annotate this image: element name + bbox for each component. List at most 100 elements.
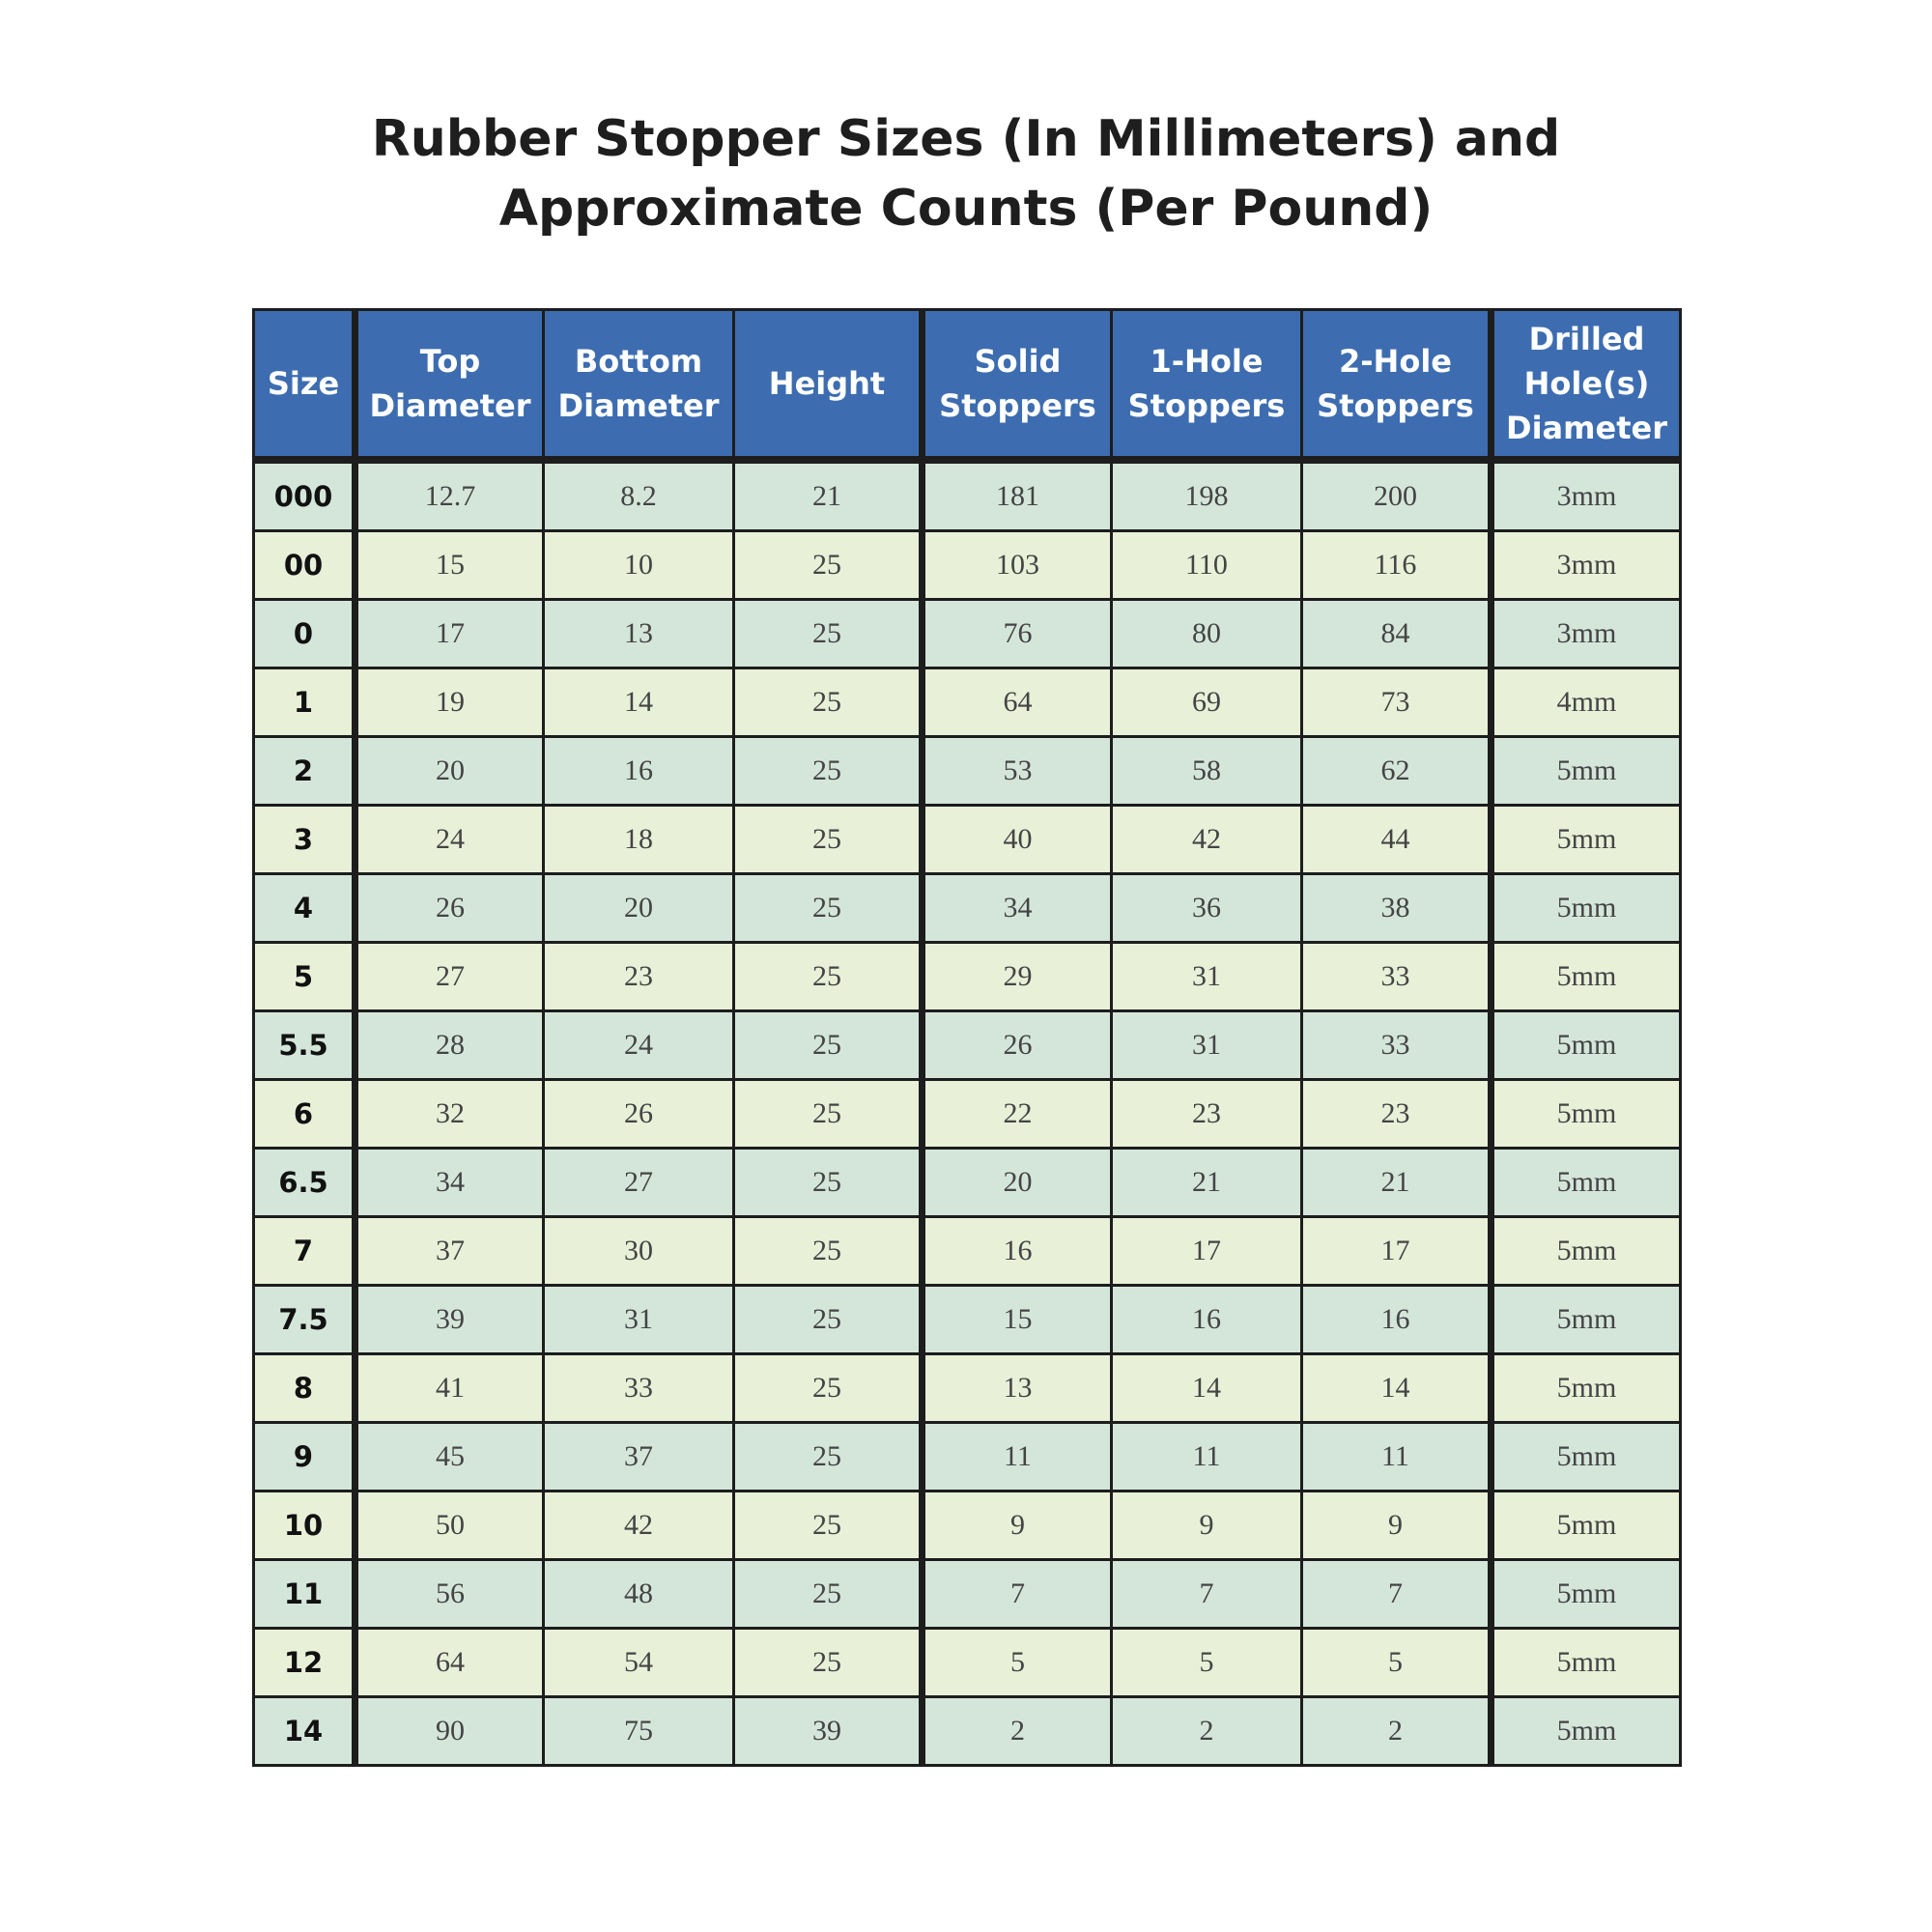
cell-top-diameter: 34 (354, 1147, 545, 1218)
cell-height: 25 (732, 804, 925, 875)
column-header-line: Stoppers (1317, 387, 1474, 424)
cell-height: 25 (732, 529, 925, 601)
cell-2-hole-stoppers: 200 (1300, 458, 1494, 532)
header-row: Size Top Diameter Bottom Diameter Height Solid… (252, 308, 1682, 464)
cell-1-hole-stoppers: 31 (1110, 941, 1303, 1012)
table-row: 12 64 54 25 5 5 5 5mm (252, 1627, 1682, 1698)
cell-size: 7.5 (252, 1284, 358, 1355)
cell-top-diameter: 39 (354, 1284, 545, 1355)
cell-top-diameter: 19 (354, 667, 545, 738)
column-header-line: Hole(s) (1523, 365, 1650, 402)
cell-2-hole-stoppers: 84 (1300, 598, 1494, 669)
table-row: 2 20 16 25 53 58 62 5mm (252, 735, 1682, 807)
cell-bottom-diameter: 31 (542, 1284, 735, 1355)
table-row: 6.5 34 27 25 20 21 21 5mm (252, 1147, 1682, 1218)
column-header-line: Diameter (557, 387, 720, 424)
table-row: 11 56 48 25 7 7 7 5mm (252, 1558, 1682, 1630)
cell-top-diameter: 26 (354, 872, 545, 944)
column-header-line: Size (267, 365, 340, 402)
cell-drilled-hole-diameter: 5mm (1490, 1558, 1682, 1630)
cell-height: 25 (732, 1147, 925, 1218)
cell-1-hole-stoppers: 17 (1110, 1215, 1303, 1287)
column-header-line: Height (768, 365, 886, 402)
column-header-line: 2-Hole (1339, 343, 1452, 380)
cell-solid-stoppers: 9 (921, 1490, 1113, 1561)
cell-2-hole-stoppers: 73 (1300, 667, 1494, 738)
cell-height: 25 (732, 1215, 925, 1287)
cell-height: 25 (732, 1490, 925, 1561)
cell-1-hole-stoppers: 11 (1110, 1421, 1303, 1492)
table-row: 5 27 23 25 29 31 33 5mm (252, 941, 1682, 1012)
column-header-line: 1-Hole (1150, 343, 1264, 380)
cell-solid-stoppers: 13 (921, 1352, 1113, 1424)
cell-1-hole-stoppers: 16 (1110, 1284, 1303, 1355)
stopper-size-table: Size Top Diameter Bottom Diameter Height Solid… (252, 308, 1682, 1767)
cell-bottom-diameter: 13 (542, 598, 735, 669)
cell-size: 0 (252, 598, 358, 669)
column-header-drilled-hole-diameter: Drilled Hole(s) Diameter (1490, 308, 1682, 464)
cell-bottom-diameter: 26 (542, 1078, 735, 1150)
cell-solid-stoppers: 20 (921, 1147, 1113, 1218)
column-header-line: Diameter (369, 387, 531, 424)
cell-size: 000 (252, 458, 358, 532)
cell-1-hole-stoppers: 36 (1110, 872, 1303, 944)
cell-bottom-diameter: 16 (542, 735, 735, 807)
column-header-line: Stoppers (939, 387, 1096, 424)
table-row: 7.5 39 31 25 15 16 16 5mm (252, 1284, 1682, 1355)
cell-bottom-diameter: 20 (542, 872, 735, 944)
cell-bottom-diameter: 14 (542, 667, 735, 738)
cell-solid-stoppers: 76 (921, 598, 1113, 669)
cell-drilled-hole-diameter: 3mm (1490, 598, 1682, 669)
cell-2-hole-stoppers: 11 (1300, 1421, 1494, 1492)
cell-size: 00 (252, 529, 358, 601)
cell-solid-stoppers: 29 (921, 941, 1113, 1012)
cell-2-hole-stoppers: 16 (1300, 1284, 1494, 1355)
title-line-2: Approximate Counts (Per Pound) (498, 180, 1434, 238)
cell-top-diameter: 28 (354, 1009, 545, 1081)
cell-drilled-hole-diameter: 4mm (1490, 667, 1682, 738)
cell-top-diameter: 24 (354, 804, 545, 875)
cell-2-hole-stoppers: 14 (1300, 1352, 1494, 1424)
cell-height: 25 (732, 598, 925, 669)
cell-bottom-diameter: 18 (542, 804, 735, 875)
column-header-line: Stoppers (1127, 387, 1286, 424)
cell-1-hole-stoppers: 9 (1110, 1490, 1303, 1561)
cell-bottom-diameter: 30 (542, 1215, 735, 1287)
table-row: 4 26 20 25 34 36 38 5mm (252, 872, 1682, 944)
column-header-line: Solid (974, 343, 1062, 380)
cell-bottom-diameter: 27 (542, 1147, 735, 1218)
cell-bottom-diameter: 42 (542, 1490, 735, 1561)
cell-solid-stoppers: 26 (921, 1009, 1113, 1081)
cell-height: 25 (732, 1627, 925, 1698)
column-header-top-diameter: Top Diameter (354, 308, 545, 464)
cell-size: 10 (252, 1490, 358, 1561)
cell-top-diameter: 45 (354, 1421, 545, 1492)
cell-bottom-diameter: 10 (542, 529, 735, 601)
column-header-line: Top (419, 343, 481, 380)
cell-solid-stoppers: 15 (921, 1284, 1113, 1355)
cell-solid-stoppers: 53 (921, 735, 1113, 807)
table-row: 3 24 18 25 40 42 44 5mm (252, 804, 1682, 875)
cell-top-diameter: 90 (354, 1695, 545, 1767)
column-header-solid-stoppers: Solid Stoppers (921, 308, 1113, 464)
cell-drilled-hole-diameter: 5mm (1490, 1421, 1682, 1492)
cell-1-hole-stoppers: 80 (1110, 598, 1303, 669)
cell-size: 7 (252, 1215, 358, 1287)
cell-height: 25 (732, 1352, 925, 1424)
cell-size: 1 (252, 667, 358, 738)
cell-drilled-hole-diameter: 5mm (1490, 1695, 1682, 1767)
column-header-line: Bottom (574, 343, 703, 380)
cell-2-hole-stoppers: 21 (1300, 1147, 1494, 1218)
cell-2-hole-stoppers: 33 (1300, 1009, 1494, 1081)
cell-drilled-hole-diameter: 5mm (1490, 735, 1682, 807)
column-header-size: Size (252, 308, 358, 464)
cell-1-hole-stoppers: 2 (1110, 1695, 1303, 1767)
cell-top-diameter: 15 (354, 529, 545, 601)
cell-height: 25 (732, 1421, 925, 1492)
column-header-1-hole-stoppers: 1-Hole Stoppers (1110, 308, 1303, 464)
cell-drilled-hole-diameter: 5mm (1490, 1490, 1682, 1561)
cell-solid-stoppers: 22 (921, 1078, 1113, 1150)
cell-1-hole-stoppers: 42 (1110, 804, 1303, 875)
cell-2-hole-stoppers: 62 (1300, 735, 1494, 807)
cell-2-hole-stoppers: 5 (1300, 1627, 1494, 1698)
